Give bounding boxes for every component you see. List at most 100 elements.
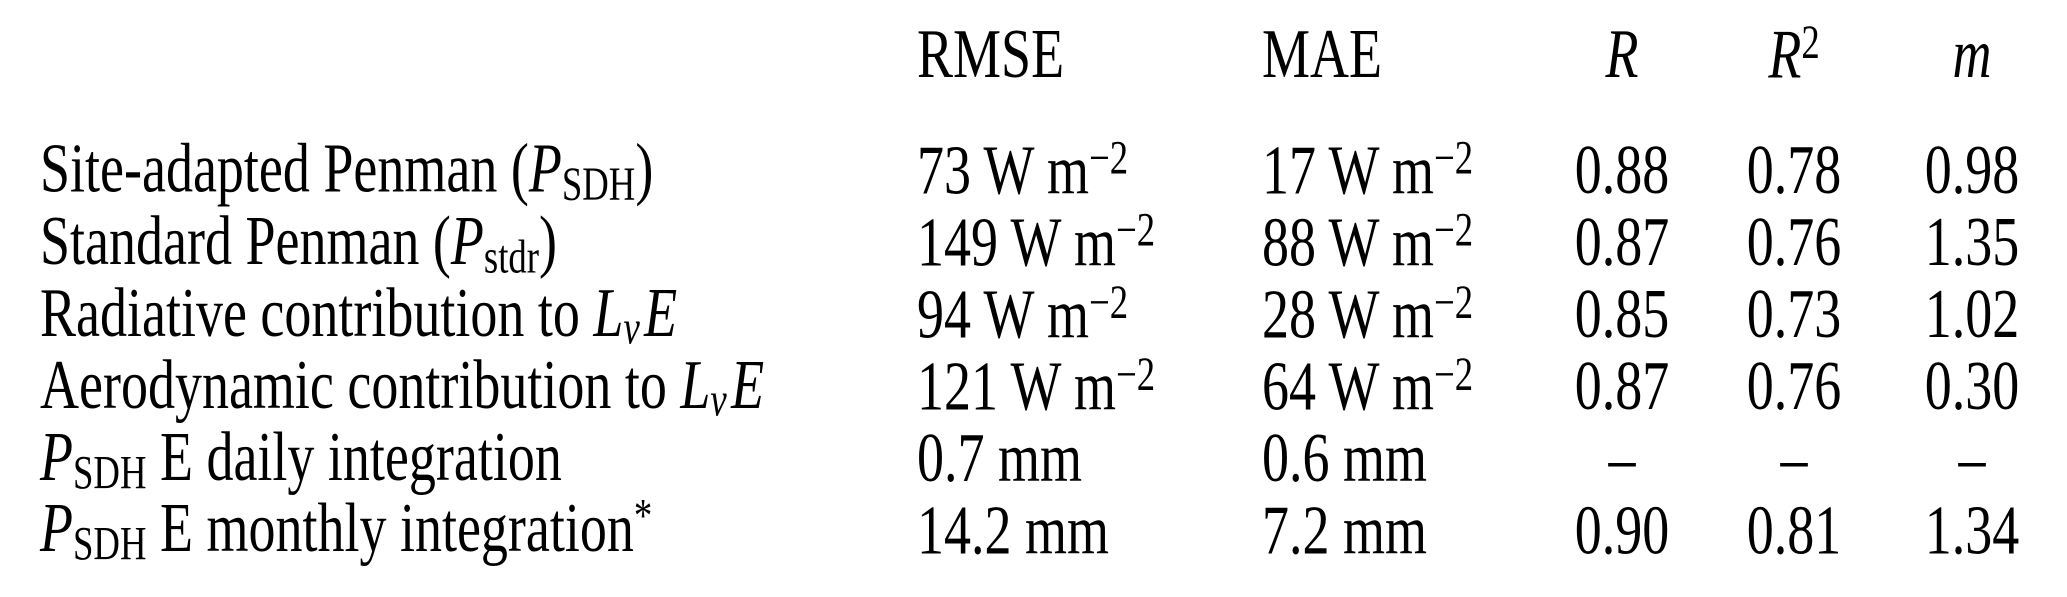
text-part-t: ): [538, 201, 557, 279]
text-part-sub: SDH: [73, 445, 147, 499]
cell-2-label: Radiative contribution to LvE: [0, 272, 917, 355]
cell-5-rmse: 14.2 mm: [917, 490, 1262, 570]
cell-2-rmse: 94 W m−2: [917, 274, 1262, 354]
text-part-i: E: [644, 273, 678, 351]
cell-1-m: 1.35: [1877, 202, 2067, 282]
cell-2-m: 1.02: [1877, 274, 2067, 354]
table-row: Aerodynamic contribution to LvE 121 W m−2…: [0, 346, 2067, 427]
text-part-t: ): [635, 129, 654, 207]
cell-0-r: 0.88: [1547, 130, 1697, 210]
text-part-t: 0.6 mm: [1262, 419, 1428, 497]
text-part-t: 88 W m: [1262, 203, 1435, 281]
text-part-t: –: [1958, 419, 1986, 497]
text-part-t: Site-adapted Penman (: [40, 129, 529, 207]
text-part-isub: v: [710, 373, 727, 427]
text-part-t: 121 W m: [917, 347, 1117, 425]
table-row: Radiative contribution to LvE 94 W m−2 28 …: [0, 274, 2067, 355]
cell-5-mae: 7.2 mm: [1262, 490, 1547, 570]
header-cell-m: m: [1877, 14, 2067, 94]
cell-0-r2: 0.78: [1697, 130, 1877, 210]
cell-4-m: –: [1877, 418, 2067, 498]
text-part-t: 0.85: [1574, 275, 1670, 353]
text-part-t: 17 W m: [1262, 131, 1435, 209]
text-part-t: 149 W m: [917, 203, 1117, 281]
cell-5-m: 1.34: [1877, 490, 2067, 570]
cell-3-rmse: 121 W m−2: [917, 346, 1262, 426]
text-part-i: m: [1952, 15, 1992, 93]
text-part-t: 7.2 mm: [1262, 491, 1428, 569]
text-part-t: 14.2 mm: [917, 491, 1110, 569]
text-part-sup: −2: [1116, 347, 1156, 400]
text-part-t: Standard Penman (: [40, 201, 451, 279]
text-part-t: E monthly integration: [146, 490, 634, 568]
text-part-t: 28 W m: [1262, 275, 1435, 353]
text-part-t: 73 W m: [917, 131, 1090, 209]
text-part-t: 0.73: [1746, 275, 1842, 353]
text-part-t: 0.78: [1746, 131, 1842, 209]
cell-1-r2: 0.76: [1697, 202, 1877, 282]
cell-4-r2: –: [1697, 418, 1877, 498]
text-part-t: 0.88: [1574, 131, 1670, 209]
cell-4-label: PSDH E daily integration: [0, 416, 917, 499]
text-part-sup: −2: [1434, 347, 1474, 400]
table-header-row: RMSE MAE R R2 m: [0, 5, 2067, 113]
cell-5-label: PSDH E monthly integration*: [0, 488, 917, 572]
text-part-t: 64 W m: [1262, 347, 1435, 425]
text-part-sup: −2: [1434, 203, 1474, 256]
text-part-t: 0.98: [1924, 131, 2020, 209]
text-part-t: –: [1780, 419, 1808, 497]
table-row: Standard Penman (Pstdr) 149 W m−2 88 W m−2…: [0, 202, 2067, 283]
cell-3-m: 0.30: [1877, 346, 2067, 426]
text-part-sup: −2: [1434, 130, 1474, 184]
text-part-t: 0.90: [1574, 491, 1670, 569]
cell-2-mae: 28 W m−2: [1262, 274, 1547, 354]
text-part-t: 1.35: [1924, 203, 2020, 281]
cell-2-r2: 0.73: [1697, 274, 1877, 354]
cell-4-r: –: [1547, 418, 1697, 498]
cell-1-label: Standard Penman (Pstdr): [0, 200, 917, 283]
text-part-t: 0.76: [1746, 347, 1842, 425]
table-bottom-spacer: [0, 566, 2067, 589]
text-part-i: L: [680, 345, 711, 423]
cell-1-r: 0.87: [1547, 202, 1697, 282]
text-part-t: 1.34: [1924, 491, 2020, 569]
text-part-sup: −2: [1116, 203, 1156, 256]
cell-4-mae: 0.6 mm: [1262, 418, 1547, 498]
cell-1-rmse: 149 W m−2: [917, 202, 1262, 282]
cell-4-rmse: 0.7 mm: [917, 418, 1262, 498]
table-rule-bottom: [0, 589, 2067, 597]
text-part-sup: 2: [1801, 15, 1820, 68]
cell-1-mae: 88 W m−2: [1262, 202, 1547, 282]
text-part-i: R: [1768, 15, 1802, 93]
text-part-t: 0.7 mm: [917, 419, 1083, 497]
text-part-t: E daily integration: [146, 417, 562, 495]
text-part-t: Radiative contribution to: [40, 273, 594, 351]
text-part-t: MAE: [1262, 15, 1382, 93]
text-part-t: 0.87: [1574, 347, 1670, 425]
cell-2-r: 0.85: [1547, 274, 1697, 354]
text-part-sub: SDH: [561, 157, 636, 211]
text-part-t: RMSE: [917, 15, 1065, 93]
text-part-i: R: [1605, 15, 1639, 93]
cell-3-mae: 64 W m−2: [1262, 346, 1547, 426]
cell-5-r: 0.90: [1547, 490, 1697, 570]
cell-3-label: Aerodynamic contribution to LvE: [0, 344, 917, 427]
text-part-t: –: [1608, 419, 1636, 497]
text-part-t: 0.81: [1746, 491, 1842, 569]
text-part-i: L: [593, 273, 624, 351]
text-part-sup: *: [633, 489, 653, 543]
cell-0-m: 0.98: [1877, 130, 2067, 210]
cell-5-r2: 0.81: [1697, 490, 1877, 570]
text-part-i: P: [450, 201, 484, 279]
text-part-sub: stdr: [483, 229, 539, 283]
text-part-t: 1.02: [1924, 275, 2020, 353]
cell-3-r: 0.87: [1547, 346, 1697, 426]
table-body: Site-adapted Penman (PSDH) 73 W m−2 17 W m…: [0, 118, 2067, 571]
cell-0-label: Site-adapted Penman (PSDH): [0, 128, 917, 211]
header-cell-r: R: [1547, 14, 1697, 94]
text-part-sub: SDH: [73, 517, 147, 571]
header-cell-rmse: RMSE: [917, 14, 1262, 94]
header-cell-r2: R2: [1697, 14, 1877, 94]
text-part-t: 94 W m: [917, 275, 1090, 353]
